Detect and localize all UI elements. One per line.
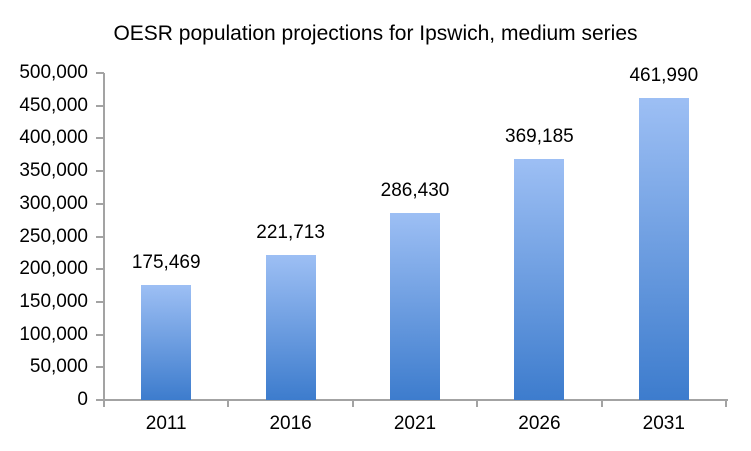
bar-value-label: 286,430 bbox=[380, 179, 450, 201]
y-axis-line bbox=[103, 73, 105, 407]
bar-value-label: 369,185 bbox=[505, 125, 574, 147]
y-axis-tick bbox=[96, 235, 104, 238]
bar bbox=[514, 158, 565, 400]
y-tick-label: 350,000 bbox=[19, 160, 88, 182]
y-tick-label: 250,000 bbox=[19, 225, 88, 247]
bar-value-label: 221,713 bbox=[256, 221, 325, 243]
y-tick-label: 200,000 bbox=[19, 258, 88, 280]
bar-value-label: 461,990 bbox=[629, 64, 699, 86]
x-axis-tick bbox=[476, 399, 479, 407]
y-axis-tick bbox=[96, 72, 104, 74]
y-tick-label: 500,000 bbox=[19, 62, 88, 83]
x-axis-tick bbox=[227, 399, 230, 407]
y-axis-tick bbox=[96, 300, 104, 303]
x-axis-tick bbox=[725, 399, 727, 407]
chart-title: OESR population projections for Ipswich,… bbox=[113, 22, 638, 45]
y-tick-label: 150,000 bbox=[19, 290, 88, 312]
y-tick-label: 50,000 bbox=[29, 356, 88, 378]
bar bbox=[141, 285, 192, 400]
y-axis-tick bbox=[96, 137, 104, 140]
bar bbox=[638, 97, 689, 400]
y-tick-label: 0 bbox=[77, 389, 88, 410]
x-tick-label: 2016 bbox=[269, 413, 312, 434]
x-tick-label: 2026 bbox=[518, 413, 561, 434]
y-axis-tick bbox=[96, 170, 104, 173]
bar-value-label: 175,469 bbox=[131, 252, 201, 274]
bar bbox=[265, 254, 316, 400]
y-tick-label: 300,000 bbox=[19, 192, 88, 214]
x-tick-label: 2021 bbox=[393, 413, 437, 434]
y-axis-tick bbox=[96, 104, 104, 107]
bar bbox=[390, 212, 440, 400]
x-tick-label: 2031 bbox=[642, 413, 685, 434]
x-axis-tick bbox=[103, 399, 105, 407]
y-axis-tick bbox=[96, 333, 104, 336]
y-tick-label: 450,000 bbox=[19, 94, 88, 116]
y-axis-tick bbox=[96, 202, 104, 205]
y-tick-label: 400,000 bbox=[19, 127, 88, 149]
y-axis-tick bbox=[96, 268, 104, 271]
x-axis-tick bbox=[351, 399, 354, 407]
x-tick-label: 2011 bbox=[145, 413, 187, 434]
x-axis-tick bbox=[600, 399, 603, 407]
y-tick-label: 100,000 bbox=[19, 323, 88, 345]
x-axis-line bbox=[96, 399, 728, 401]
y-axis-tick bbox=[96, 366, 104, 369]
y-axis-tick bbox=[96, 399, 104, 401]
